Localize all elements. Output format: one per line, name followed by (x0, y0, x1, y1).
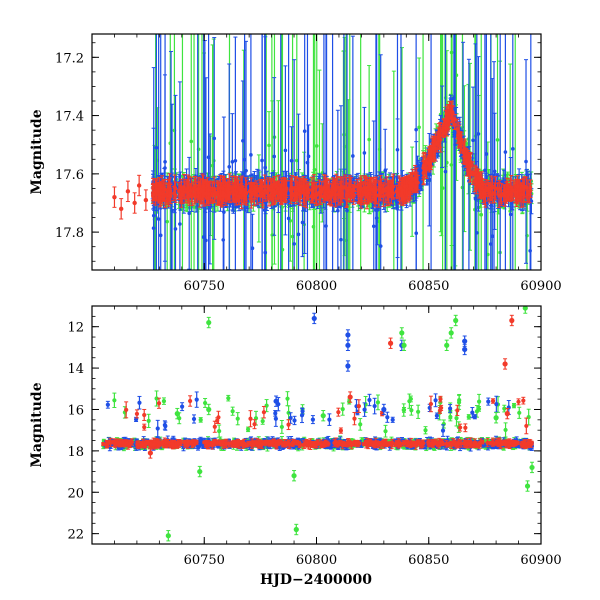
data-point (443, 169, 448, 174)
data-point (311, 224, 316, 229)
data-point (495, 138, 500, 142)
data-point (280, 247, 285, 252)
data-point (173, 227, 178, 231)
data-point (292, 242, 296, 246)
data-point (508, 212, 513, 217)
data-point (241, 138, 245, 143)
data-point (178, 222, 182, 226)
data-point (289, 158, 294, 163)
top-data-points (112, 34, 534, 271)
data-point (511, 147, 515, 151)
data-point (302, 129, 307, 133)
data-point (296, 232, 301, 237)
data-point (371, 224, 376, 229)
data-point (351, 154, 355, 158)
data-point (479, 212, 484, 217)
data-point (151, 226, 156, 230)
data-point (414, 127, 418, 132)
data-point (267, 143, 271, 148)
data-point (222, 210, 226, 214)
data-point (440, 186, 445, 190)
data-point (417, 125, 421, 130)
data-point (286, 216, 291, 221)
data-point (314, 144, 319, 148)
data-point (490, 234, 495, 238)
data-point (377, 219, 381, 224)
data-point (227, 164, 232, 169)
data-point (295, 158, 299, 163)
data-point (492, 169, 497, 174)
data-point (290, 234, 295, 239)
data-point (503, 150, 508, 154)
data-point (488, 242, 493, 246)
data-point (374, 208, 378, 212)
data-point (249, 153, 253, 157)
data-point (471, 138, 475, 143)
data-point (378, 244, 383, 248)
data-point (476, 132, 481, 136)
data-point (165, 219, 169, 224)
data-point (189, 139, 194, 144)
data-point (306, 154, 311, 159)
data-point (475, 231, 479, 235)
data-point (283, 148, 288, 153)
data-point (212, 136, 217, 141)
data-point (300, 220, 305, 225)
data-point (460, 185, 465, 190)
data-point (367, 137, 371, 142)
data-point (272, 154, 276, 159)
data-point (156, 217, 161, 221)
data-point (154, 145, 159, 150)
data-point (449, 50, 454, 55)
data-point (320, 171, 325, 175)
data-point (524, 159, 528, 164)
